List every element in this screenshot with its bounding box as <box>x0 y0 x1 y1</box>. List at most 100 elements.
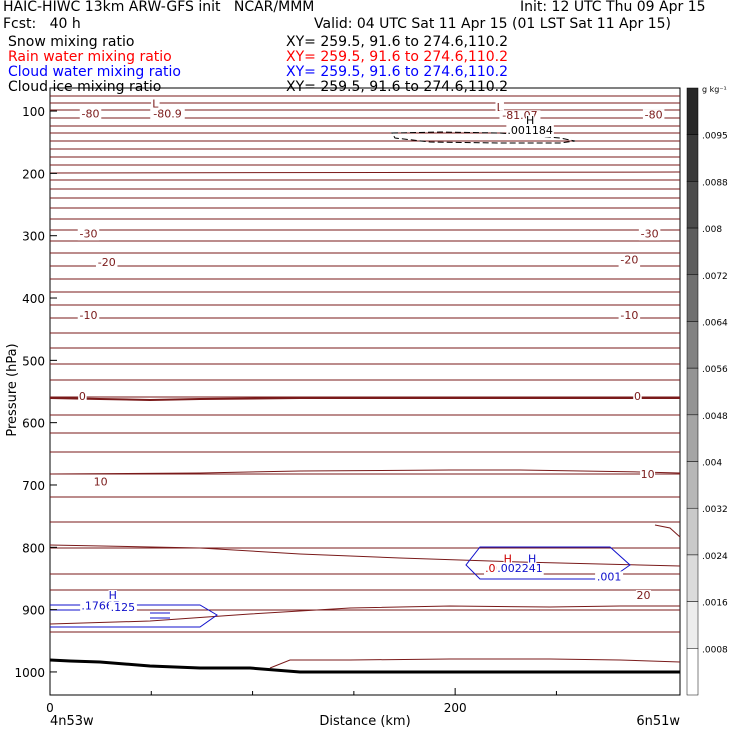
y-axis-label: Pressure (hPa) <box>5 343 20 436</box>
field-xy-range: XY= 259.5, 91.6 to 274.6,110.2 <box>286 34 509 50</box>
temperature-label: 10 <box>94 476 108 489</box>
cloud-water-label-bg <box>108 601 137 614</box>
isotherm-line <box>49 469 681 475</box>
field-xy-range: XY= 259.5, 91.6 to 274.6,110.2 <box>286 79 509 95</box>
x-end-label-right: 6n51w <box>636 714 680 729</box>
colorbar-segment <box>686 227 699 276</box>
temperature-label-bg <box>638 228 661 241</box>
colorbar-label: .0008 <box>702 645 728 655</box>
colorbar-segment <box>686 461 699 509</box>
isotherm-line <box>49 544 681 567</box>
field-name: Cloud water mixing ratio <box>8 64 181 80</box>
cloud-water-label: .125 <box>111 601 136 614</box>
colorbar-segment <box>686 601 699 649</box>
colorbar-segment <box>686 414 699 462</box>
plot-frame <box>49 87 681 696</box>
temperature-label-bg <box>495 102 504 115</box>
colorbar-segment <box>686 367 699 416</box>
temperature-label-bg <box>633 391 642 404</box>
temperature-label-bg <box>78 391 87 404</box>
y-tick-label: 500 <box>22 354 45 368</box>
temperature-label-bg <box>499 110 541 123</box>
y-tick-label: 100 <box>22 105 45 119</box>
colorbar-label: .0032 <box>702 505 728 515</box>
field-xy-range: XY= 259.5, 91.6 to 274.6,110.2 <box>286 64 509 80</box>
colorbar-label: .0024 <box>702 552 728 562</box>
header-init: Init: 12 UTC Thu 09 Apr 15 <box>520 0 706 15</box>
temperature-label-bg <box>636 590 652 603</box>
isotherm-line <box>49 171 681 174</box>
temperature-label: -30 <box>641 228 659 241</box>
temperature-label-bg <box>77 310 100 323</box>
cloud-water-label: .17667 <box>81 600 120 613</box>
cloud-water-label-bg <box>527 553 537 566</box>
snow-label: H <box>526 114 534 127</box>
temperature-label: -80 <box>82 107 100 120</box>
temperature-label-bg <box>93 476 109 489</box>
cloud-water-contour <box>465 546 631 580</box>
cloud-water-label: H <box>528 552 536 565</box>
colorbar-segment <box>686 134 699 182</box>
isotherm-line <box>49 605 680 625</box>
rain-label-bg <box>503 553 513 566</box>
rain-label: .000766 <box>485 562 531 575</box>
colorbar-segment <box>686 648 699 696</box>
cloud-water-label: .001 <box>597 570 622 583</box>
header-valid: Valid: 04 UTC Sat 11 Apr 15 (01 LST Sat … <box>314 16 672 32</box>
temperature-label: 20 <box>637 589 651 602</box>
y-tick-label: 1000 <box>14 666 45 680</box>
x-axis-label: Distance (km) <box>319 714 410 729</box>
temperature-label: -80 <box>645 109 663 122</box>
field-name: Cloud ice mixing ratio <box>8 79 162 95</box>
x-end-label-left: 4n53w <box>50 714 94 729</box>
colorbar-segment <box>686 554 699 602</box>
temperature-label-bg <box>640 469 656 482</box>
temperature-label: -30 <box>80 228 98 241</box>
colorbar-label: .0016 <box>702 599 728 609</box>
colorbar-label: .0064 <box>702 318 728 328</box>
header-title: HAIC-HIWC 13km ARW-GFS init NCAR/MMM <box>3 0 315 15</box>
field-xy-range: XY= 259.5, 91.6 to 274.6,110.2 <box>286 49 509 65</box>
isotherm-zero-line <box>49 397 680 402</box>
isotherm-line <box>654 524 681 538</box>
snow-contour <box>391 131 576 144</box>
colorbar-segment <box>686 321 699 369</box>
snow-label: .001184 <box>507 124 553 137</box>
y-tick-label: 300 <box>22 230 45 244</box>
isotherm-line <box>269 658 681 669</box>
colorbar-label: .0048 <box>702 412 728 422</box>
y-tick-label: 200 <box>22 167 45 181</box>
snow-label-bg <box>506 125 554 138</box>
temperature-label: -20 <box>98 256 116 269</box>
field-name: Snow mixing ratio <box>8 34 135 50</box>
cloud-water-label-bg <box>108 590 118 603</box>
colorbar-label: .0056 <box>702 365 728 375</box>
colorbar-segment <box>686 181 699 229</box>
cloud-water-label-bg <box>595 571 624 584</box>
colorbar-segment <box>686 507 699 556</box>
temperature-label: L <box>152 97 159 110</box>
y-tick-label: 900 <box>22 604 45 618</box>
y-tick-label: 400 <box>22 292 45 306</box>
temperature-label: -81.07 <box>502 109 537 122</box>
colorbar-label: .0088 <box>702 178 728 188</box>
colorbar-label: .004 <box>702 459 722 469</box>
cloud-water-label: H <box>109 589 117 602</box>
temperature-label-bg <box>151 98 160 111</box>
snow-label-bg <box>525 115 535 128</box>
temperature-label: L <box>497 101 504 114</box>
temperature-label-bg <box>79 108 102 121</box>
x-tick-label: 200 <box>444 701 467 715</box>
y-tick-label: 600 <box>22 417 45 431</box>
colorbar-label: .008 <box>702 225 722 235</box>
temperature-label-bg <box>95 257 118 270</box>
y-tick-label: 700 <box>22 479 45 493</box>
temperature-label-bg <box>618 310 641 323</box>
temperature-label: -20 <box>620 254 638 267</box>
cloud-water-label: .002241 <box>497 562 543 575</box>
header-fcst: Fcst: 40 h <box>3 16 81 32</box>
temperature-label: 0 <box>79 390 86 403</box>
temperature-label: -10 <box>80 309 98 322</box>
temperature-label-bg <box>618 254 641 267</box>
